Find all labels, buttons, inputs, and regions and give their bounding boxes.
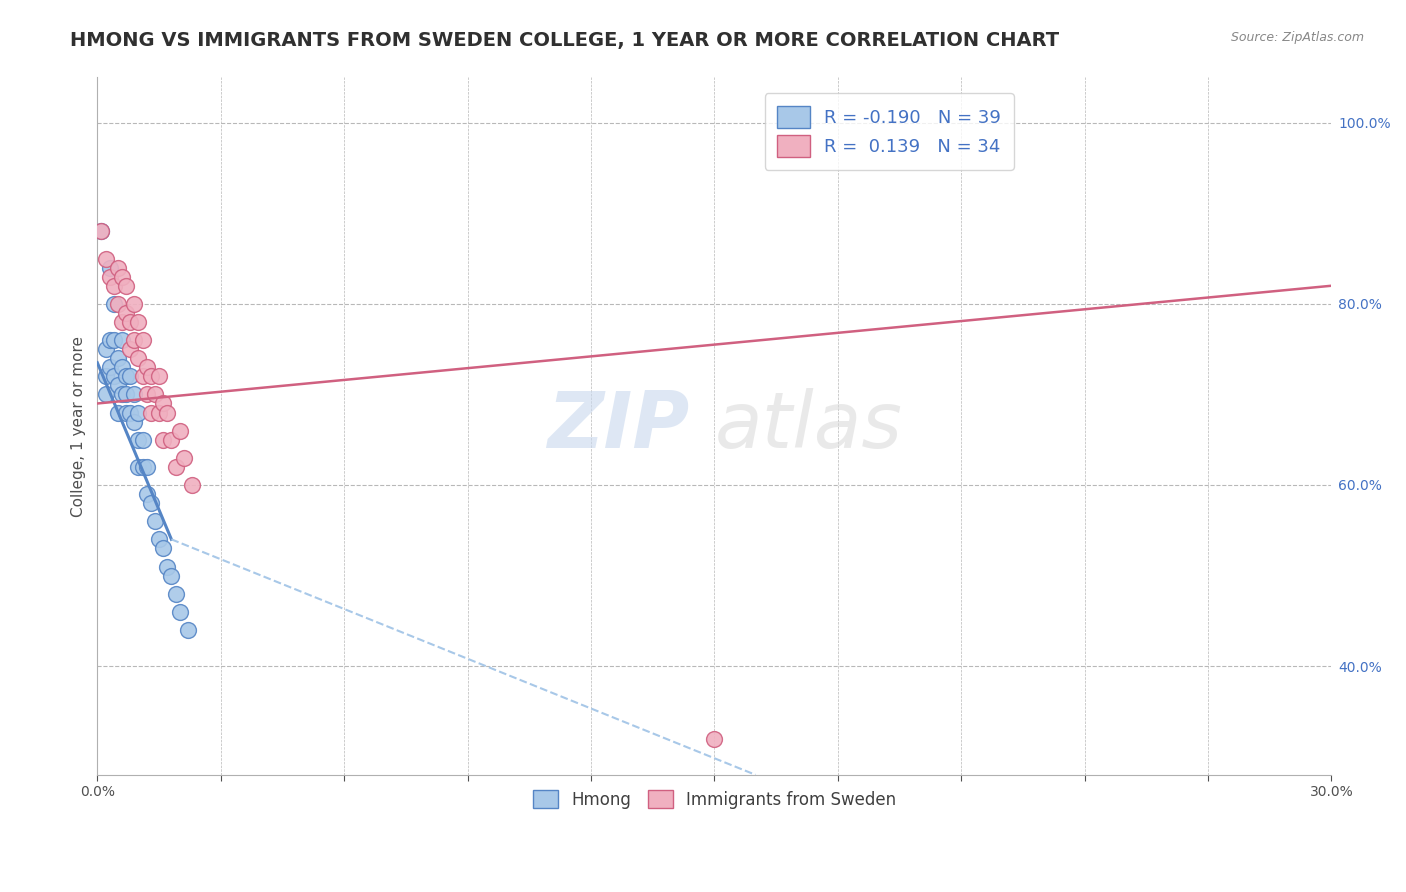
- Point: [135, 387, 157, 401]
- Point: [94, 252, 117, 266]
- Point: [169, 605, 191, 619]
- Point: [139, 369, 162, 384]
- Point: [127, 405, 149, 419]
- Point: [148, 405, 170, 419]
- Point: [107, 297, 129, 311]
- Point: [127, 351, 149, 366]
- Text: ZIP: ZIP: [547, 388, 690, 464]
- Point: [107, 260, 129, 275]
- Point: [124, 297, 146, 311]
- Text: HMONG VS IMMIGRANTS FROM SWEDEN COLLEGE, 1 YEAR OR MORE CORRELATION CHART: HMONG VS IMMIGRANTS FROM SWEDEN COLLEGE,…: [70, 31, 1060, 50]
- Point: [160, 568, 183, 582]
- Point: [115, 405, 138, 419]
- Point: [98, 269, 121, 284]
- Point: [127, 433, 149, 447]
- Point: [115, 278, 138, 293]
- Point: [173, 450, 195, 465]
- Point: [160, 433, 183, 447]
- Point: [152, 396, 174, 410]
- Point: [120, 342, 142, 356]
- Point: [111, 269, 134, 284]
- Point: [131, 459, 153, 474]
- Point: [107, 378, 129, 392]
- Point: [103, 333, 125, 347]
- Point: [111, 315, 134, 329]
- Text: Source: ZipAtlas.com: Source: ZipAtlas.com: [1230, 31, 1364, 45]
- Point: [131, 433, 153, 447]
- Point: [156, 559, 179, 574]
- Point: [98, 333, 121, 347]
- Y-axis label: College, 1 year or more: College, 1 year or more: [72, 335, 86, 516]
- Legend: Hmong, Immigrants from Sweden: Hmong, Immigrants from Sweden: [526, 783, 903, 815]
- Point: [135, 360, 157, 375]
- Point: [156, 405, 179, 419]
- Point: [152, 433, 174, 447]
- Point: [148, 369, 170, 384]
- Point: [131, 369, 153, 384]
- Point: [103, 278, 125, 293]
- Point: [107, 351, 129, 366]
- Text: atlas: atlas: [714, 388, 903, 464]
- Point: [120, 369, 142, 384]
- Point: [120, 315, 142, 329]
- Point: [111, 387, 134, 401]
- Point: [98, 360, 121, 375]
- Point: [135, 459, 157, 474]
- Point: [94, 387, 117, 401]
- Point: [90, 224, 112, 238]
- Point: [131, 333, 153, 347]
- Point: [148, 533, 170, 547]
- Point: [152, 541, 174, 556]
- Point: [120, 405, 142, 419]
- Point: [111, 333, 134, 347]
- Point: [169, 424, 191, 438]
- Point: [177, 623, 200, 637]
- Point: [103, 369, 125, 384]
- Point: [98, 260, 121, 275]
- Point: [165, 587, 187, 601]
- Point: [107, 405, 129, 419]
- Point: [124, 387, 146, 401]
- Point: [139, 405, 162, 419]
- Point: [94, 369, 117, 384]
- Point: [94, 342, 117, 356]
- Point: [165, 459, 187, 474]
- Point: [115, 306, 138, 320]
- Point: [124, 333, 146, 347]
- Point: [115, 387, 138, 401]
- Point: [143, 514, 166, 528]
- Point: [115, 369, 138, 384]
- Point: [139, 496, 162, 510]
- Point: [181, 478, 204, 492]
- Point: [127, 315, 149, 329]
- Point: [127, 459, 149, 474]
- Point: [703, 731, 725, 746]
- Point: [90, 224, 112, 238]
- Point: [111, 360, 134, 375]
- Point: [103, 297, 125, 311]
- Point: [135, 487, 157, 501]
- Point: [143, 387, 166, 401]
- Point: [124, 415, 146, 429]
